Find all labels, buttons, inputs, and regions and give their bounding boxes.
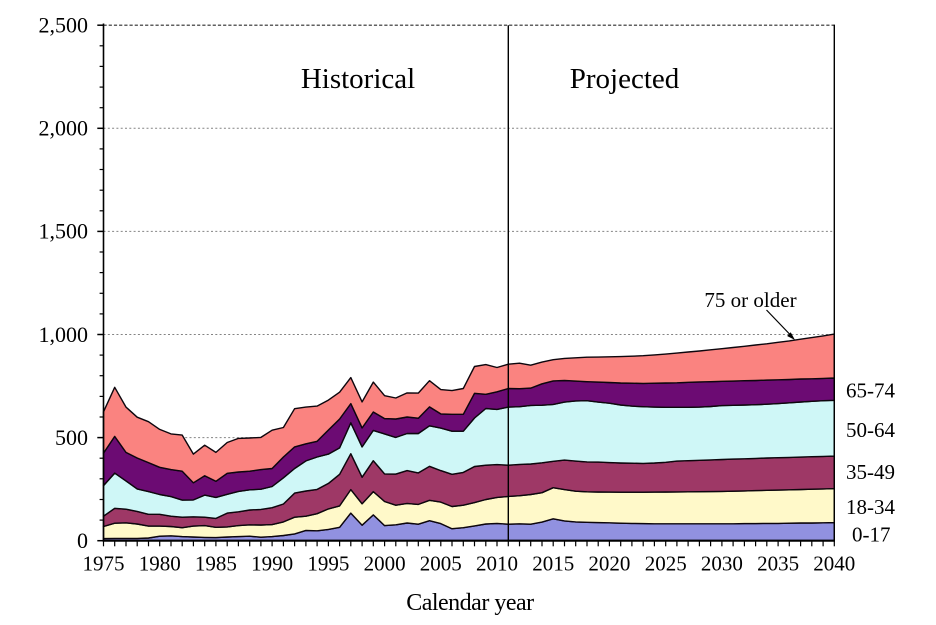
svg-text:2020: 2020: [588, 551, 630, 575]
svg-text:2025: 2025: [645, 551, 687, 575]
svg-text:0: 0: [77, 528, 88, 553]
svg-text:75 or older: 75 or older: [704, 288, 796, 312]
svg-text:2040: 2040: [813, 551, 855, 575]
svg-text:1975: 1975: [83, 551, 125, 575]
svg-text:1,500: 1,500: [39, 219, 89, 244]
svg-text:2005: 2005: [420, 551, 462, 575]
svg-text:18-34: 18-34: [846, 495, 895, 519]
svg-text:35-49: 35-49: [846, 460, 895, 484]
svg-text:1990: 1990: [251, 551, 293, 575]
svg-text:2015: 2015: [532, 551, 574, 575]
svg-text:65-74: 65-74: [846, 379, 895, 403]
svg-text:1980: 1980: [139, 551, 181, 575]
svg-text:50-64: 50-64: [846, 418, 895, 442]
svg-text:1,000: 1,000: [39, 322, 89, 347]
svg-text:Projected: Projected: [570, 63, 680, 95]
svg-text:1985: 1985: [195, 551, 237, 575]
svg-text:500: 500: [55, 425, 88, 450]
svg-text:1995: 1995: [307, 551, 349, 575]
svg-text:Historical: Historical: [301, 63, 415, 95]
svg-text:0-17: 0-17: [852, 523, 891, 547]
svg-text:Calendar year: Calendar year: [406, 590, 534, 616]
svg-text:2,500: 2,500: [39, 13, 89, 38]
svg-text:2000: 2000: [364, 551, 406, 575]
svg-text:2,000: 2,000: [39, 116, 89, 141]
svg-text:2010: 2010: [476, 551, 518, 575]
svg-text:2030: 2030: [701, 551, 743, 575]
svg-text:2035: 2035: [757, 551, 799, 575]
